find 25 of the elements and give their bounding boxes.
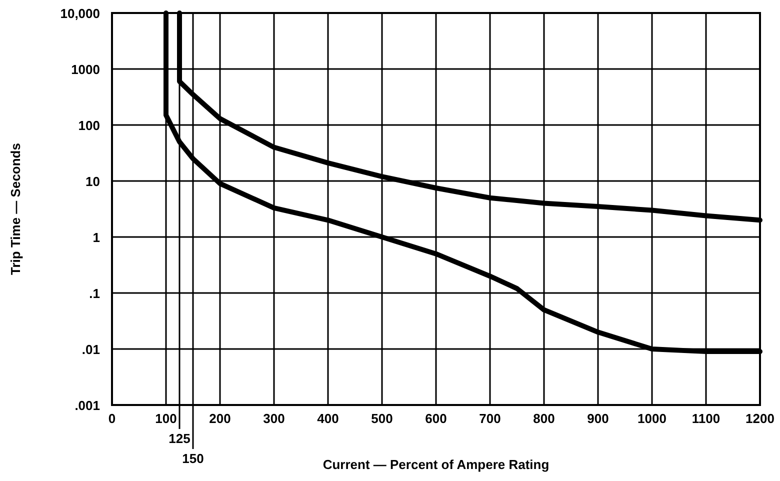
x-tick-label: 900 xyxy=(587,411,609,426)
x-tick-label: 100 xyxy=(155,411,177,426)
x-tick-label: 500 xyxy=(371,411,393,426)
x-tick-label: 400 xyxy=(317,411,339,426)
y-tick-label: 100 xyxy=(78,118,100,133)
y-tick-label: 1000 xyxy=(71,62,100,77)
y-tick-label: .01 xyxy=(82,342,100,357)
y-tick-label: .001 xyxy=(74,398,100,413)
x-tick-label: 1000 xyxy=(638,411,666,426)
y-tick-label: 10 xyxy=(86,174,100,189)
x-tick-label: 1200 xyxy=(746,411,774,426)
y-axis-title: Trip Time — Seconds xyxy=(8,143,23,275)
ref-line-label: 150 xyxy=(182,451,204,466)
x-tick-label: 600 xyxy=(425,411,447,426)
y-tick-label: 1 xyxy=(92,230,100,245)
x-tick-label: 200 xyxy=(209,411,231,426)
y-tick-label: .1 xyxy=(89,286,100,301)
x-tick-label: 0 xyxy=(108,411,116,426)
ref-line-label: 125 xyxy=(168,431,190,446)
x-tick-label: 1100 xyxy=(692,411,720,426)
x-tick-label: 300 xyxy=(263,411,285,426)
x-tick-label: 800 xyxy=(533,411,555,426)
y-tick-label: 10,000 xyxy=(60,6,100,21)
x-tick-label: 700 xyxy=(479,411,501,426)
x-axis-title: Current — Percent of Ampere Rating xyxy=(322,457,550,472)
